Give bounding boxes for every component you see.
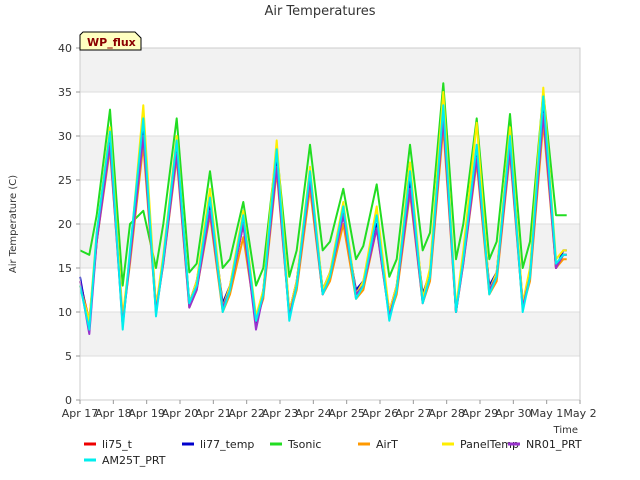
x-tick-label: Apr 26 <box>362 407 399 420</box>
series-line-am25t-prt <box>79 95 567 331</box>
x-tick-label: Apr 24 <box>295 407 332 420</box>
x-tick-label: May 2 <box>563 407 596 420</box>
legend-label: PanelTemp <box>460 438 519 451</box>
x-tick-label: Apr 27 <box>395 407 432 420</box>
legend-item-li77-temp: li77_temp <box>182 438 254 451</box>
x-tick-label: Apr 25 <box>328 407 365 420</box>
x-tick-label: Apr 22 <box>228 407 265 420</box>
legend-label: NR01_PRT <box>526 438 582 451</box>
series-line-tsonic <box>79 82 567 287</box>
x-tick-label: Apr 21 <box>195 407 232 420</box>
legend-item-li75-t: li75_t <box>84 438 133 451</box>
wp-flux-badge: WP_flux <box>79 31 142 51</box>
y-axis-ticks: 0 5 10 15 20 25 30 35 40 <box>58 42 80 407</box>
x-tick-label: Apr 20 <box>162 407 199 420</box>
legend: li75_t li77_temp Tsonic AirT PanelTemp NR01_P… <box>84 438 582 467</box>
legend-item-nr01-prt: NR01_PRT <box>508 438 582 451</box>
legend-label: AirT <box>376 438 398 451</box>
x-axis-label: Time <box>553 425 578 436</box>
band-5-10 <box>80 312 580 356</box>
y-axis-label: Air Temperature (C) <box>8 175 19 273</box>
y-tick-label: 20 <box>58 218 72 231</box>
badge-text: WP_flux <box>87 36 136 49</box>
y-tick-label: 25 <box>58 174 72 187</box>
legend-label: li77_temp <box>200 438 254 451</box>
x-tick-label: Apr 17 <box>62 407 99 420</box>
legend-item-tsonic: Tsonic <box>270 438 321 451</box>
y-tick-label: 40 <box>58 42 72 55</box>
series-line-li77-temp <box>79 99 567 331</box>
x-tick-label: Apr 30 <box>495 407 532 420</box>
x-tick-label: Apr 23 <box>262 407 299 420</box>
series-lines <box>79 82 567 335</box>
x-tick-label: Apr 29 <box>462 407 499 420</box>
y-tick-label: 0 <box>65 394 72 407</box>
x-tick-label: May 1 <box>530 407 563 420</box>
plot-background-bands <box>80 48 580 356</box>
legend-label: li75_t <box>102 438 133 451</box>
y-tick-label: 5 <box>65 350 72 363</box>
legend-label: Tsonic <box>287 438 321 451</box>
chart-title: Air Temperatures <box>264 4 375 19</box>
legend-item-am25t-prt: AM25T_PRT <box>84 454 166 467</box>
badge-box <box>79 31 142 51</box>
y-tick-label: 30 <box>58 130 72 143</box>
x-tick-label: Apr 19 <box>128 407 165 420</box>
band-25-30 <box>80 136 580 180</box>
band-35-40 <box>80 48 580 92</box>
legend-label: AM25T_PRT <box>102 454 166 467</box>
y-tick-label: 10 <box>58 306 72 319</box>
y-tick-label: 35 <box>58 86 72 99</box>
x-tick-label: Apr 28 <box>428 407 465 420</box>
x-tick-label: Apr 18 <box>95 407 132 420</box>
legend-item-airt: AirT <box>358 438 398 451</box>
y-tick-label: 15 <box>58 262 72 275</box>
legend-item-paneltemp: PanelTemp <box>442 438 519 451</box>
